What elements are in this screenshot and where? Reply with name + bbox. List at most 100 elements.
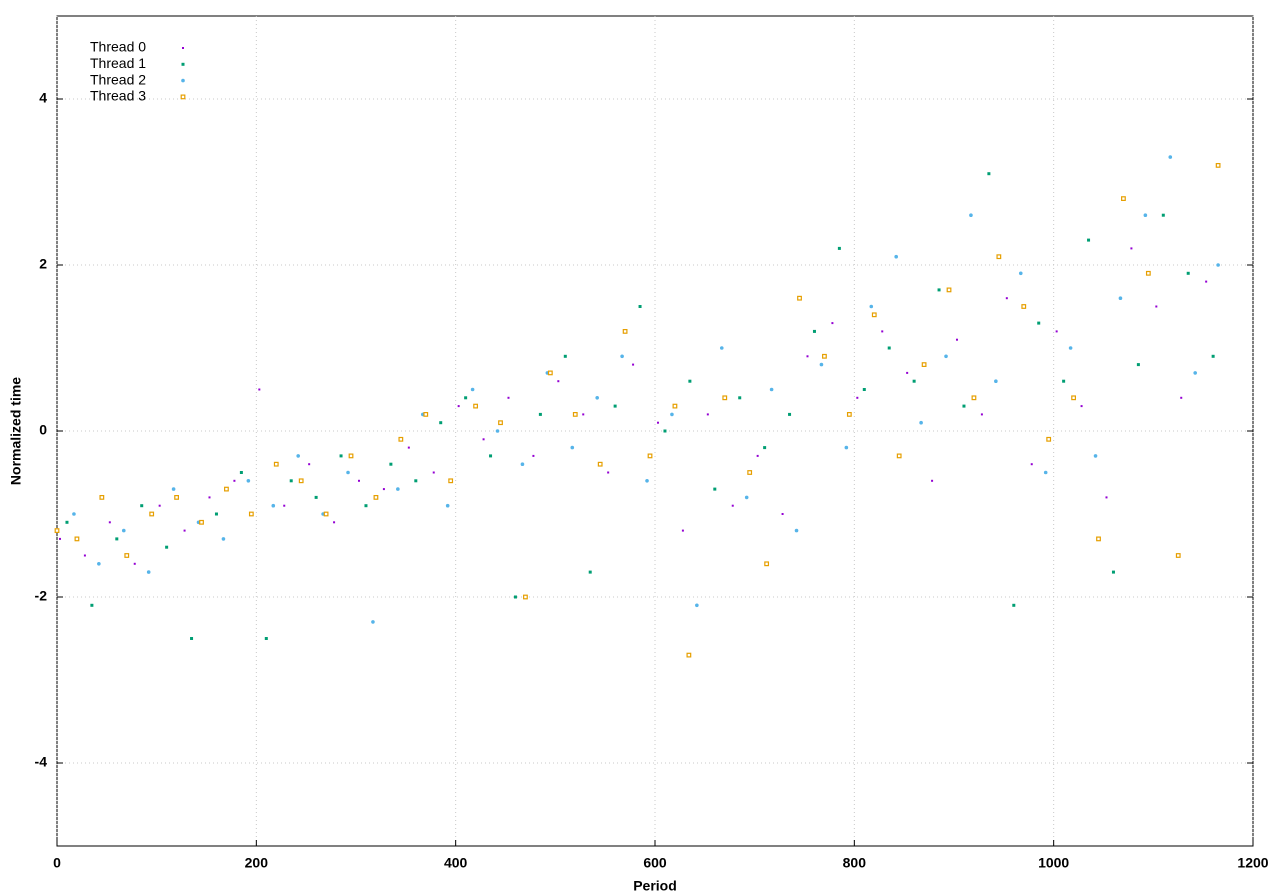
point bbox=[919, 420, 923, 425]
point bbox=[473, 403, 478, 409]
legend-marker bbox=[180, 94, 186, 100]
point bbox=[894, 254, 898, 259]
point bbox=[572, 412, 578, 417]
point bbox=[482, 438, 485, 441]
point bbox=[1215, 163, 1221, 168]
point bbox=[314, 495, 318, 499]
x-tick-label: 0 bbox=[53, 855, 61, 871]
legend-marker bbox=[181, 62, 185, 66]
point bbox=[837, 246, 841, 250]
point bbox=[570, 445, 575, 450]
point bbox=[588, 570, 592, 574]
point bbox=[597, 461, 603, 467]
point bbox=[812, 329, 816, 333]
point bbox=[937, 288, 941, 292]
point bbox=[645, 479, 649, 483]
point bbox=[239, 471, 243, 474]
point bbox=[670, 412, 674, 417]
point bbox=[158, 504, 161, 507]
point bbox=[58, 537, 61, 540]
point bbox=[283, 504, 286, 507]
point bbox=[931, 479, 934, 482]
point bbox=[333, 521, 336, 524]
point bbox=[663, 429, 667, 433]
legend-label: Thread 2 bbox=[90, 71, 146, 87]
point bbox=[747, 470, 753, 475]
point bbox=[513, 595, 517, 599]
point bbox=[264, 637, 268, 640]
point bbox=[1030, 463, 1033, 466]
point bbox=[738, 396, 742, 400]
point bbox=[862, 388, 866, 391]
point bbox=[1087, 238, 1091, 242]
point bbox=[289, 479, 293, 483]
point bbox=[495, 429, 500, 433]
point bbox=[962, 404, 966, 408]
point bbox=[912, 379, 916, 383]
point bbox=[1012, 603, 1016, 607]
x-tick-label: 1000 bbox=[1038, 855, 1069, 871]
point bbox=[396, 487, 400, 491]
point bbox=[769, 387, 774, 392]
point bbox=[348, 453, 354, 459]
point bbox=[1005, 297, 1008, 300]
point bbox=[764, 561, 770, 567]
point bbox=[208, 496, 211, 499]
legend-label: Thread 1 bbox=[90, 55, 146, 71]
point bbox=[224, 486, 229, 492]
point bbox=[1021, 304, 1027, 309]
y-tick-label: 2 bbox=[39, 256, 47, 272]
point bbox=[339, 454, 343, 458]
point bbox=[97, 562, 101, 566]
point bbox=[1145, 270, 1151, 276]
point bbox=[214, 512, 218, 516]
point bbox=[620, 354, 624, 359]
point bbox=[414, 479, 418, 483]
point bbox=[1193, 371, 1197, 375]
point bbox=[146, 570, 151, 574]
x-tick-label: 400 bbox=[444, 855, 468, 871]
point bbox=[1111, 570, 1115, 574]
point bbox=[695, 603, 699, 608]
point bbox=[371, 620, 375, 624]
point bbox=[523, 594, 528, 600]
point bbox=[1155, 305, 1158, 308]
point bbox=[806, 355, 809, 358]
point bbox=[520, 462, 525, 467]
point bbox=[896, 453, 902, 459]
point bbox=[133, 562, 136, 565]
point bbox=[538, 412, 542, 416]
point bbox=[532, 454, 535, 457]
point bbox=[149, 511, 155, 517]
point bbox=[688, 379, 692, 383]
point bbox=[869, 304, 874, 309]
point bbox=[246, 479, 251, 483]
point bbox=[946, 287, 952, 293]
point bbox=[672, 403, 678, 409]
point bbox=[445, 503, 450, 508]
point bbox=[906, 371, 909, 374]
point bbox=[1096, 536, 1101, 542]
point bbox=[994, 379, 998, 384]
point bbox=[547, 370, 553, 376]
point bbox=[1175, 553, 1181, 558]
x-tick-label: 1200 bbox=[1237, 855, 1268, 871]
point bbox=[781, 513, 784, 515]
point bbox=[74, 536, 80, 542]
point bbox=[632, 363, 635, 366]
point bbox=[622, 329, 628, 334]
legend-marker bbox=[181, 78, 185, 83]
point bbox=[881, 330, 884, 333]
point bbox=[831, 322, 834, 325]
point bbox=[1018, 271, 1023, 276]
point bbox=[638, 305, 642, 308]
point bbox=[1062, 379, 1066, 383]
point bbox=[887, 346, 891, 350]
point bbox=[439, 421, 443, 425]
point bbox=[258, 388, 261, 391]
point bbox=[1136, 363, 1140, 367]
point bbox=[121, 528, 126, 533]
point bbox=[996, 254, 1002, 260]
point bbox=[99, 495, 105, 500]
point bbox=[595, 396, 599, 400]
